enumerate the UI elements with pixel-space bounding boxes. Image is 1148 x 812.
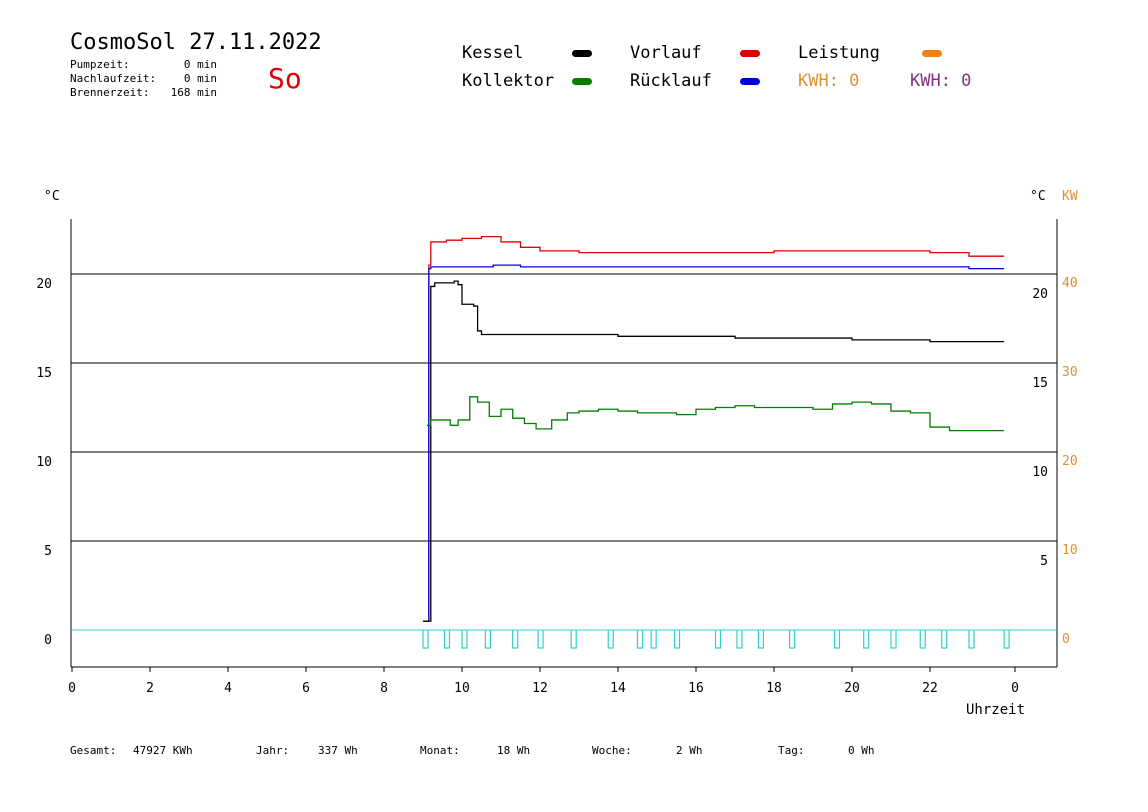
footer-woche-label: Woche:: [592, 744, 632, 757]
legend-vorlauf-label: Vorlauf: [630, 43, 702, 63]
footer-gesamt-label: Gesamt:: [70, 744, 117, 757]
stat-pumpzeit-value: 0 min: [183, 58, 217, 71]
legend-leistung-swatch: [922, 50, 942, 57]
legend-kessel-label: Kessel: [462, 43, 524, 63]
y-kw-tick-20: 20: [1062, 454, 1078, 469]
footer-monat-label: Monat:: [420, 744, 460, 757]
leistung-pulse-10: [673, 630, 681, 649]
weekday-label: So: [268, 62, 302, 95]
y-right-tick-5: 5: [1040, 554, 1048, 569]
leistung-pulse-0: [422, 630, 429, 649]
x-tick-label-5: 10: [454, 681, 470, 696]
x-tick-label-12: 0: [1011, 681, 1019, 696]
leistung-pulse-1: [443, 630, 451, 649]
leistung-pulse-17: [890, 630, 897, 649]
stat-nachlaufzeit-value: 0 min: [183, 72, 217, 85]
legend-kollektor-label: Kollektor: [462, 71, 555, 91]
series-kessel: [423, 280, 1005, 622]
x-tick-label-11: 22: [922, 681, 938, 696]
stat-brennerzeit-value: 168 min: [170, 86, 217, 99]
leistung-pulse-19: [941, 630, 948, 649]
y-right-tick-10: 10: [1032, 465, 1048, 480]
leistung-pulse-9: [650, 630, 657, 649]
y-kw-tick-10: 10: [1062, 543, 1078, 558]
legend-kwh-second: KWH: 0: [910, 71, 972, 91]
legend-kessel-swatch: [572, 50, 592, 57]
leistung-pulse-2: [461, 630, 468, 649]
leistung-pulse-15: [833, 630, 841, 649]
y-left-tick-5: 5: [44, 544, 52, 559]
x-tick-label-2: 4: [224, 681, 232, 696]
page-title: CosmoSol 27.11.2022: [70, 30, 322, 55]
series-vorlauf: [423, 235, 1005, 622]
x-tick-label-4: 8: [380, 681, 388, 696]
x-tick-label-9: 18: [766, 681, 782, 696]
leistung-pulse-18: [919, 630, 926, 649]
x-axis-label: Uhrzeit: [966, 702, 1025, 718]
footer-tag-label: Tag:: [778, 744, 805, 757]
leistung-pulse-5: [537, 630, 544, 649]
x-tick-label-10: 20: [844, 681, 860, 696]
y-left-tick-10: 10: [36, 455, 52, 470]
leistung-pulse-6: [570, 630, 577, 649]
legend-kwh-leistung: KWH: 0: [798, 71, 860, 91]
y-left-tick-15: 15: [36, 366, 52, 381]
y-kw-tick-40: 40: [1062, 276, 1078, 291]
y-left-tick-20: 20: [36, 277, 52, 292]
x-tick-label-7: 14: [610, 681, 626, 696]
series-kollektor: [426, 396, 1005, 432]
y-right-tick-15: 15: [1032, 376, 1048, 391]
y-kw-unit: KW: [1062, 189, 1078, 204]
legend-ruecklauf-label: Rücklauf: [630, 71, 712, 91]
stat-brennerzeit-label: Brennerzeit:: [70, 86, 150, 99]
leistung-pulse-12: [736, 630, 743, 649]
x-tick-label-0: 0: [68, 681, 76, 696]
leistung-pulse-20: [968, 630, 975, 649]
leistung-pulse-4: [512, 630, 519, 649]
footer-jahr-label: Jahr:: [256, 744, 290, 757]
y-kw-tick-0: 0: [1062, 632, 1070, 647]
footer-monat-value: 18 Wh: [497, 744, 531, 757]
y-right-tick-20: 20: [1032, 287, 1048, 302]
leistung-pulse-11: [714, 630, 722, 649]
leistung-pulse-21: [1003, 630, 1010, 649]
footer-gesamt-value: 47927 KWh: [133, 744, 193, 757]
y-left-tick-0: 0: [44, 633, 52, 648]
footer-jahr-value: 337 Wh: [318, 744, 358, 757]
stat-pumpzeit-label: Pumpzeit:: [70, 58, 130, 71]
series-ruecklauf: [423, 264, 1005, 622]
y-left-unit: °C: [44, 189, 60, 204]
y-right-unit: °C: [1030, 189, 1046, 204]
legend-ruecklauf-swatch: [740, 78, 760, 85]
y-kw-tick-30: 30: [1062, 365, 1078, 380]
legend-leistung-label: Leistung: [798, 43, 880, 63]
footer-tag-value: 0 Wh: [848, 744, 875, 757]
footer-woche-value: 2 Wh: [676, 744, 703, 757]
leistung-pulse-14: [788, 630, 796, 649]
x-tick-label-3: 6: [302, 681, 310, 696]
leistung-pulse-3: [484, 630, 491, 649]
leistung-pulse-7: [607, 630, 614, 649]
x-tick-label-1: 2: [146, 681, 154, 696]
leistung-pulse-13: [757, 630, 765, 649]
leistung-pulse-8: [636, 630, 644, 649]
x-tick-label-6: 12: [532, 681, 548, 696]
leistung-pulse-16: [863, 630, 870, 649]
legend-kollektor-swatch: [572, 78, 592, 85]
stat-nachlaufzeit-label: Nachlaufzeit:: [70, 72, 157, 85]
x-tick-label-8: 16: [688, 681, 704, 696]
legend-vorlauf-swatch: [740, 50, 760, 57]
